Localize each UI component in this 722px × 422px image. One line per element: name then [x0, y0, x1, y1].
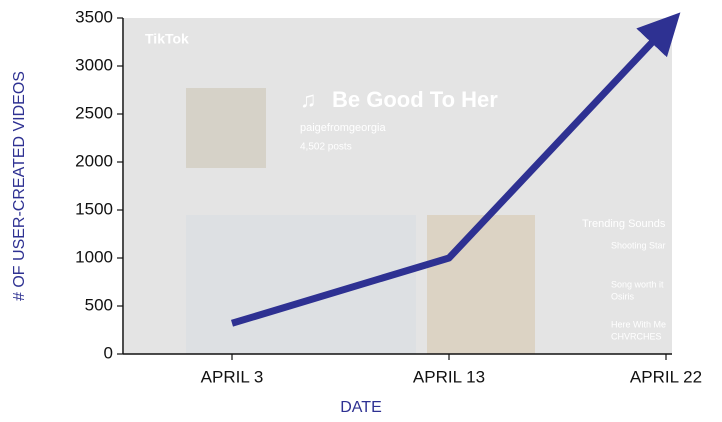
music-icon: ♫ — [300, 87, 317, 112]
chart: TikTok ♫ Be Good To Her paigefromgeorgia… — [0, 0, 722, 417]
trending-item: Shooting Star — [611, 240, 666, 250]
background-screenshot: TikTok ♫ Be Good To Her paigefromgeorgia… — [124, 18, 672, 354]
sidebar-title: Trending Sounds — [582, 218, 666, 230]
y-tick-label: 3500 — [75, 7, 113, 26]
y-tick-label: 1500 — [75, 199, 113, 218]
trending-item: Song worth it — [611, 279, 664, 289]
y-axis-title: # OF USER-CREATED VIDEOS — [11, 71, 28, 301]
trending-item: Osiris — [611, 291, 634, 301]
y-tick-label: 500 — [85, 295, 113, 314]
author: paigefromgeorgia — [300, 122, 386, 134]
y-tick-label: 0 — [104, 343, 113, 362]
page: {"chart_data": {"type": "line", "x_label… — [0, 0, 722, 417]
x-axis-title: DATE — [340, 399, 381, 416]
y-tick-label: 1000 — [75, 247, 113, 266]
trending-item: CHVRCHES — [611, 331, 662, 341]
sound-title: Be Good To Her — [332, 87, 498, 112]
y-tick-label: 2500 — [75, 103, 113, 122]
album-art — [186, 88, 266, 168]
video-thumb — [427, 215, 535, 354]
x-tick-label: APRIL 22 — [630, 367, 702, 386]
x-tick-label: APRIL 3 — [201, 367, 264, 386]
x-tick-label: APRIL 13 — [413, 367, 485, 386]
y-tick-label: 2000 — [75, 151, 113, 170]
app-name: TikTok — [145, 31, 189, 47]
y-tick-label: 3000 — [75, 55, 113, 74]
posts: 4,502 posts — [300, 142, 352, 153]
video-thumb — [186, 215, 416, 354]
trending-item: Here With Me — [611, 319, 666, 329]
